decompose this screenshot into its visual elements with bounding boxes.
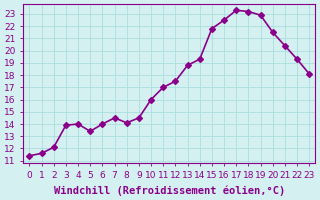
X-axis label: Windchill (Refroidissement éolien,°C): Windchill (Refroidissement éolien,°C) — [54, 185, 285, 196]
